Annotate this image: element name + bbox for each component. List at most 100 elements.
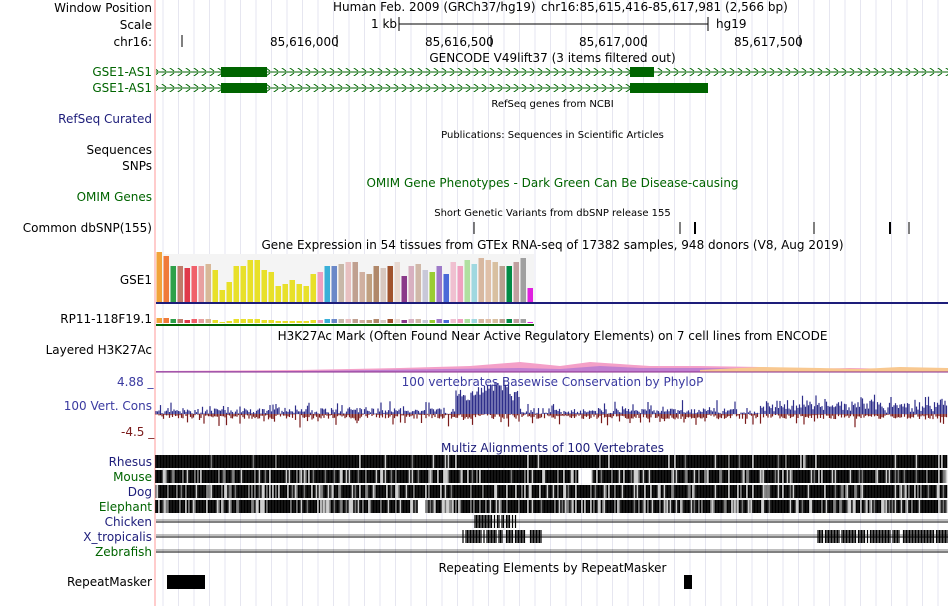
gtex-tissue-bar-small[interactable] [191, 319, 198, 323]
species-label-dog[interactable]: Dog [127, 485, 152, 499]
gtex-tissue-bar-small[interactable] [429, 320, 436, 323]
refseq-track-label[interactable]: RefSeq Curated [58, 112, 152, 126]
publications-track-title[interactable]: Publications: Sequences in Scientific Ar… [441, 130, 664, 141]
gtex-tissue-bar-small[interactable] [296, 321, 303, 323]
gtex-tissue-bar[interactable] [275, 286, 282, 302]
gtex-tissue-bar-small[interactable] [527, 322, 534, 323]
h3k27ac-track-label[interactable]: Layered H3K27Ac [45, 343, 152, 357]
h3k27ac-track[interactable] [0, 0, 950, 380]
gtex-tissue-bar-small[interactable] [226, 321, 233, 323]
gtex-tissue-bar-small[interactable] [471, 319, 478, 323]
phylop-track-label[interactable]: 100 Vert. Cons [63, 399, 152, 413]
gtex-bars-small[interactable] [156, 318, 534, 323]
gtex-tissue-bar[interactable] [177, 266, 184, 302]
gtex-tissue-bar[interactable] [401, 276, 408, 302]
gtex-tissue-bar-small[interactable] [345, 319, 352, 323]
gtex-tissue-bar[interactable] [513, 262, 520, 302]
gtex-tissue-bar[interactable] [254, 260, 261, 302]
gtex-tissue-bar-small[interactable] [492, 319, 499, 323]
gtex-tissue-bar[interactable] [310, 274, 317, 302]
ruler[interactable] [0, 0, 950, 60]
repeat-element[interactable] [684, 575, 692, 589]
gtex-tissue-bar-small[interactable] [373, 319, 380, 323]
gtex-tissue-bar[interactable] [338, 264, 345, 302]
transcript-1[interactable] [156, 67, 948, 77]
gtex-tissue-bar-small[interactable] [387, 319, 394, 323]
gtex-tissue-bar[interactable] [198, 266, 205, 302]
gtex-tissue-bar-small[interactable] [478, 319, 485, 323]
gtex-tissue-bar[interactable] [170, 266, 177, 302]
gtex-tissue-bar[interactable] [282, 284, 289, 302]
gtex-tissue-bar[interactable] [156, 252, 163, 302]
gtex-tissue-bar-small[interactable] [443, 320, 450, 323]
phylop-track[interactable] [0, 0, 950, 440]
omim-track-title[interactable]: OMIM Gene Phenotypes - Dark Green Can Be… [366, 176, 739, 190]
gtex-tissue-bar-small[interactable] [450, 319, 457, 323]
gtex-tissue-bar[interactable] [457, 266, 464, 302]
window-position[interactable]: chr16:85,615,416-85,617,981 (2,566 bp) [541, 0, 788, 14]
gtex-tissue-bar-small[interactable] [401, 320, 408, 323]
gtex-tissue-bar[interactable] [366, 274, 373, 302]
gtex-tissue-bar[interactable] [205, 264, 212, 302]
gtex-tissue-bar[interactable] [226, 282, 233, 302]
gtex-tissue-bar-small[interactable] [331, 319, 338, 323]
gtex-tissue-bar-small[interactable] [198, 319, 205, 323]
species-label-elephant[interactable]: Elephant [98, 500, 152, 514]
species-label-mouse[interactable]: Mouse [113, 470, 152, 484]
gtex-tissue-bar-small[interactable] [282, 321, 289, 323]
gtex-tissue-bar-small[interactable] [303, 321, 310, 323]
gtex-tissue-bar-small[interactable] [415, 319, 422, 323]
gtex-tissue-bar[interactable] [380, 268, 387, 302]
gtex-tissue-bar-small[interactable] [394, 319, 401, 323]
gtex-tissue-bar-small[interactable] [275, 321, 282, 323]
omim-track-label[interactable]: OMIM Genes [76, 190, 152, 204]
gtex-tissue-bar-small[interactable] [408, 319, 415, 323]
gtex-tissue-bar-small[interactable] [205, 319, 212, 323]
gtex-tissue-bar-small[interactable] [513, 319, 520, 323]
gene-label-gse1-as1[interactable]: GSE1-AS1 [92, 65, 152, 79]
transcript-2[interactable] [156, 83, 708, 93]
gtex-tissue-bar[interactable] [478, 258, 485, 302]
gtex-tissue-bar[interactable] [436, 266, 443, 302]
phylop-track-title[interactable]: 100 vertebrates Basewise Conservation by… [401, 375, 704, 389]
gtex-tissue-bar[interactable] [373, 266, 380, 302]
gtex-tissue-bar-small[interactable] [212, 320, 219, 323]
gtex-tissue-bar-small[interactable] [457, 319, 464, 323]
gtex-tissue-bar-small[interactable] [233, 319, 240, 323]
gtex-tissue-bar[interactable] [492, 262, 499, 302]
gtex-tissue-bar[interactable] [163, 256, 170, 302]
gtex-tissue-bar-small[interactable] [163, 318, 170, 323]
gtex-tissue-bar[interactable] [345, 262, 352, 302]
gencode-track[interactable] [0, 0, 950, 100]
multiz-track-title[interactable]: Multiz Alignments of 100 Vertebrates [440, 441, 665, 455]
gtex-tissue-bar-small[interactable] [520, 319, 527, 323]
gtex-tissue-bar-small[interactable] [289, 321, 296, 323]
dbsnp-track-title[interactable]: Short Genetic Variants from dbSNP releas… [434, 208, 671, 219]
gtex-tissue-bar-small[interactable] [352, 319, 359, 323]
multiz-track[interactable] [0, 0, 950, 560]
gtex-tissue-bar-small[interactable] [247, 319, 254, 323]
gtex-tissue-bar-small[interactable] [464, 319, 471, 323]
dbsnp-track-label[interactable]: Common dbSNP(155) [22, 221, 152, 235]
gtex-tissue-bar[interactable] [233, 266, 240, 302]
gtex-tissue-bar[interactable] [471, 264, 478, 302]
gtex-tissue-bar[interactable] [520, 258, 527, 302]
gtex-tissue-bar-small[interactable] [436, 319, 443, 323]
gtex-tissue-bar[interactable] [240, 266, 247, 302]
species-label-rhesus[interactable]: Rhesus [108, 455, 152, 469]
species-label-x-tropicalis[interactable]: X_tropicalis [83, 530, 152, 544]
gtex-tissue-bar-small[interactable] [380, 320, 387, 323]
gtex-tissue-bar-small[interactable] [506, 319, 513, 323]
gtex-tissue-bar-small[interactable] [485, 319, 492, 323]
gtex-tissue-bar[interactable] [303, 286, 310, 302]
gtex-tissue-bar-small[interactable] [422, 320, 429, 323]
gtex-tissue-bar-small[interactable] [156, 318, 163, 323]
gtex-tissue-bar[interactable] [387, 266, 394, 302]
species-label-chicken[interactable]: Chicken [104, 515, 152, 529]
gtex-tissue-bar-small[interactable] [268, 320, 275, 323]
gencode-track-title[interactable]: GENCODE V49lift37 (3 items filtered out) [429, 51, 676, 65]
gtex-tissue-bar-small[interactable] [310, 320, 317, 323]
species-label-zebrafish[interactable]: Zebrafish [95, 545, 152, 559]
gtex-gene-label-rp11[interactable]: RP11-118F19.1 [60, 312, 152, 326]
